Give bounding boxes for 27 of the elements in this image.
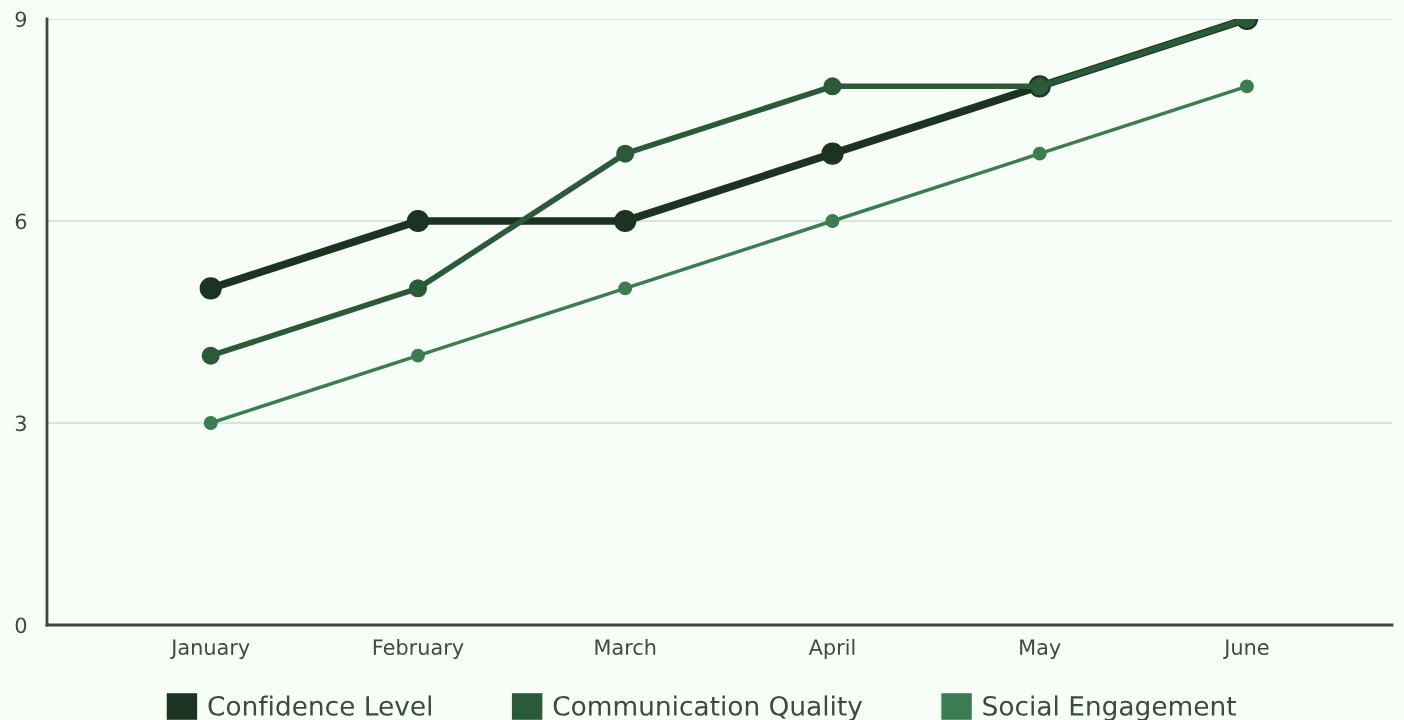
point bbox=[825, 214, 840, 228]
y-tick-label: 6 bbox=[15, 213, 27, 230]
point bbox=[618, 281, 633, 296]
point bbox=[406, 209, 430, 233]
point bbox=[408, 279, 427, 298]
point bbox=[201, 346, 220, 365]
point bbox=[199, 277, 222, 300]
point bbox=[614, 209, 637, 233]
legend-label: Social Engagement bbox=[983, 695, 1236, 720]
y-tick-label: 0 bbox=[15, 617, 27, 634]
point bbox=[411, 348, 425, 363]
point bbox=[616, 144, 635, 163]
x-tick-label: February bbox=[373, 638, 464, 660]
point bbox=[203, 416, 218, 430]
legend-label: Confidence Level bbox=[208, 695, 431, 716]
legend-label: Communication Quality bbox=[553, 695, 863, 720]
y-tick-label: 3 bbox=[15, 415, 26, 432]
x-tick-label: April bbox=[808, 638, 855, 660]
x-tick-label: March bbox=[595, 638, 656, 656]
point bbox=[1239, 79, 1254, 94]
point bbox=[821, 142, 844, 165]
y-tick-label: 9 bbox=[15, 11, 27, 28]
point bbox=[823, 77, 842, 96]
x-tick-label: January bbox=[170, 639, 250, 660]
point bbox=[1032, 146, 1047, 161]
x-tick-label: June bbox=[1223, 639, 1269, 659]
x-tick-label: May bbox=[1020, 639, 1061, 660]
